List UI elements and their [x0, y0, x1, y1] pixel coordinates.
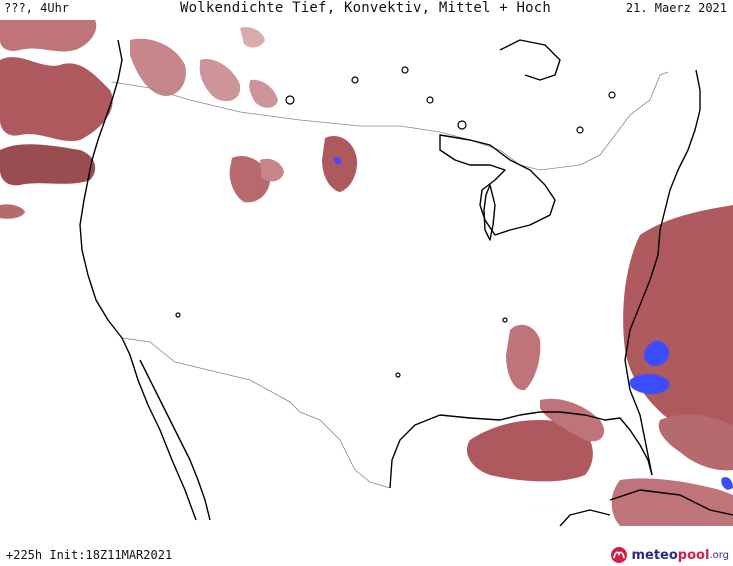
cloud-patch-canada-west [130, 38, 186, 96]
logo-text-org: .org [709, 549, 729, 561]
forecast-time: ???, 4Uhr [4, 1, 70, 15]
lake-mark [426, 96, 434, 104]
hudson-coastline [499, 39, 561, 81]
meteopool-logo[interactable]: meteo pool .org [610, 544, 729, 566]
baja-coastline [139, 359, 211, 521]
cloud-patch-pacific-small [0, 204, 25, 219]
lake-mark [175, 312, 181, 318]
convective-cell-florida-north [644, 340, 670, 366]
cloud-patch-northwest-top [0, 20, 97, 52]
init-timestamp: +225h Init:18Z11MAR2021 [6, 548, 173, 562]
convective-cell-caribbean [721, 477, 733, 490]
lake-michigan-outline [483, 184, 496, 241]
lake-mark [608, 91, 616, 99]
us-mexico-border [121, 337, 391, 489]
lake-mark [576, 126, 584, 134]
us-canada-border [111, 71, 669, 171]
footer-bar: +225h Init:18Z11MAR2021 meteo pool .org [0, 526, 733, 566]
cloud-patch-texas-east [506, 324, 541, 391]
cloud-patch-atlantic [623, 205, 733, 436]
convective-layer [334, 156, 733, 490]
cloud-patch-north-central [240, 27, 265, 48]
coastline-layer [79, 39, 733, 526]
cloud-patch-pacific-band [0, 144, 96, 186]
meteopool-logo-icon [611, 547, 628, 563]
convective-cell-dakotas [334, 156, 342, 165]
cloud-patch-northwest [0, 57, 113, 142]
cloud-patch-canada-mid2 [249, 79, 278, 108]
cloud-patch-rockies [229, 155, 271, 203]
lake-mark [285, 95, 295, 105]
logo-text-meteo: meteo [631, 547, 678, 563]
pacific-coastline [79, 39, 197, 521]
lake-mark [395, 372, 401, 378]
cloud-density-map[interactable] [0, 20, 733, 526]
convective-cell-florida-south [629, 374, 670, 395]
lake-mark [351, 76, 359, 84]
great-lakes-outline [439, 134, 556, 236]
header-bar: ???, 4Uhr Wolkendichte Tief, Konvektiv, … [0, 0, 733, 20]
cloud-patch-atlantic-south [658, 414, 733, 471]
lake-mark [457, 120, 467, 130]
lake-dots-layer [175, 66, 616, 378]
atlantic-coastline [624, 69, 701, 476]
yucatan-coastline [559, 509, 611, 526]
lake-mark [401, 66, 409, 74]
logo-text-pool: pool [677, 547, 710, 563]
cloud-patch-canada-mid [199, 59, 241, 102]
cloud-patch-rockies-2 [260, 158, 284, 182]
gulf-coastline [389, 411, 653, 489]
cloud-patch-caribbean [611, 478, 733, 526]
lake-mark [502, 317, 508, 323]
cloud-cover-layer [0, 20, 733, 526]
cloud-patch-gulf-east [540, 398, 605, 442]
map-title: Wolkendichte Tief, Konvektiv, Mittel + H… [180, 0, 552, 16]
cuba-coastline [609, 489, 733, 516]
border-layer [111, 71, 669, 489]
cloud-patch-gulf [466, 420, 593, 482]
valid-date: 21. Maerz 2021 [625, 1, 727, 15]
